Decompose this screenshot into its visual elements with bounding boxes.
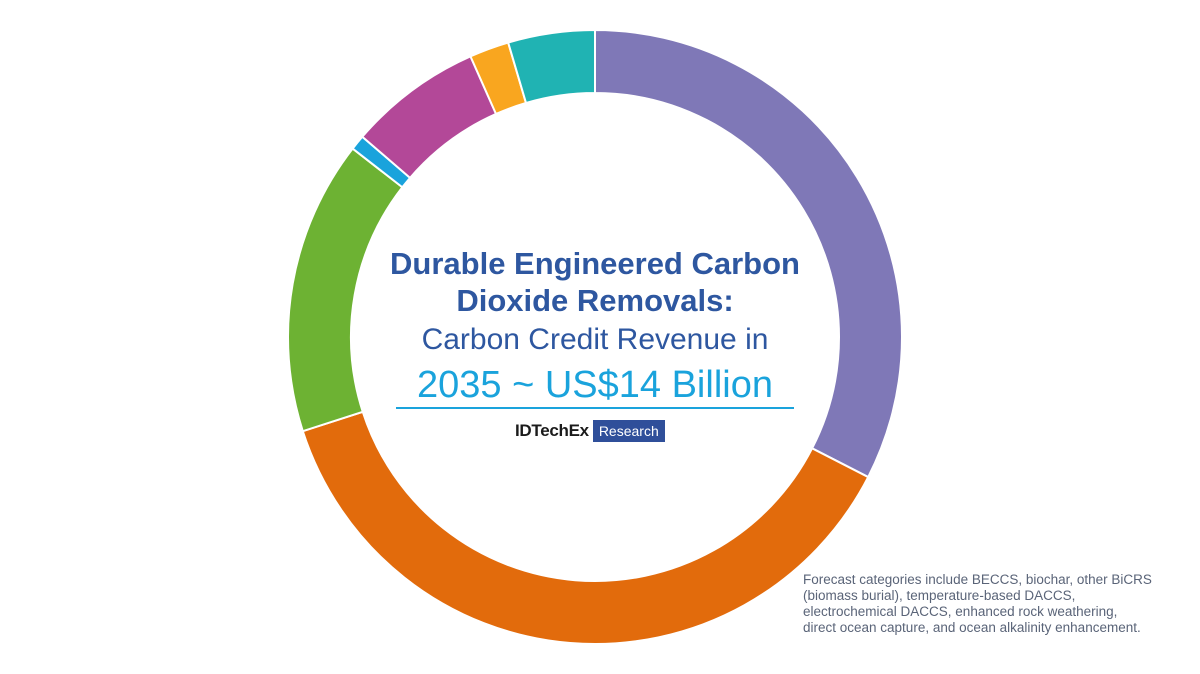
footnote-line: direct ocean capture, and ocean alkalini… <box>803 620 1141 635</box>
donut-slice-7 <box>506 28 596 105</box>
revenue-highlight: 2035 ~ US$14 Billion <box>417 364 773 406</box>
forecast-footnote: Forecast categories include BECCS, bioch… <box>803 572 1188 636</box>
chart-subtitle: Carbon Credit Revenue in <box>421 323 769 356</box>
donut-slice-2 <box>301 410 870 645</box>
logo-tag: Research <box>592 420 665 442</box>
footnote-line: electrochemical DACCS, enhanced rock wea… <box>803 604 1118 619</box>
chart-title-line-1: Durable Engineered Carbon <box>390 246 800 281</box>
footnote-line: Forecast categories include BECCS, bioch… <box>803 572 1152 587</box>
highlight-underline <box>396 407 794 409</box>
footnote-line: (biomass burial), temperature-based DACC… <box>803 588 1076 603</box>
chart-title-line-2: Dioxide Removals: <box>456 283 734 318</box>
idtechex-logo: IDTechEx Research <box>515 420 665 442</box>
logo-brand: IDTechEx <box>515 421 589 440</box>
